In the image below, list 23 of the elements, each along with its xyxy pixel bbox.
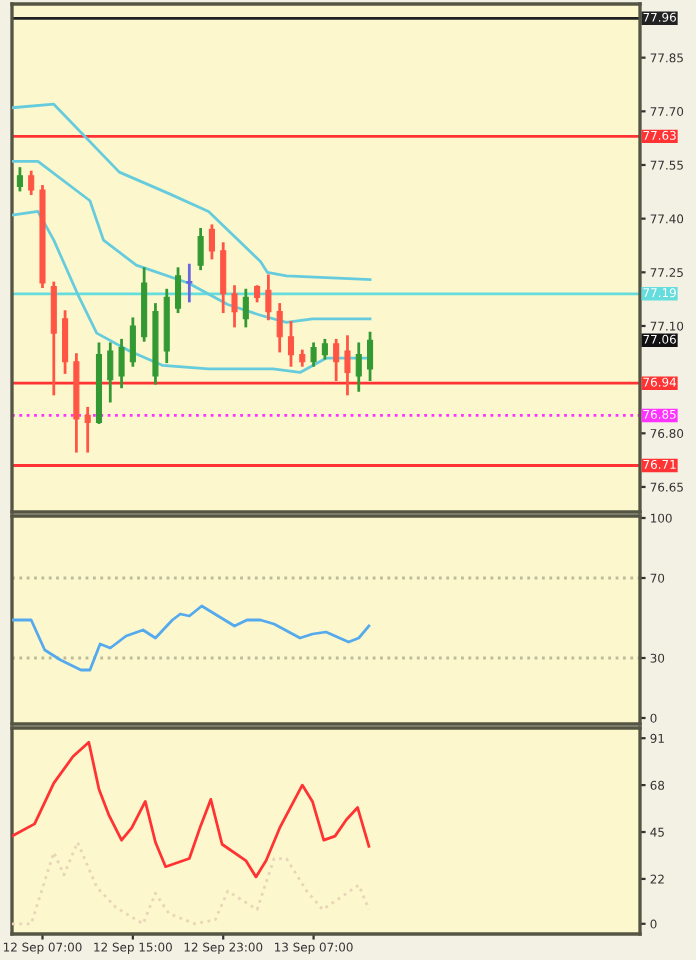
candlestick [107,342,114,403]
candlestick [220,242,227,314]
candlestick [208,224,215,260]
candlestick [265,274,272,321]
candlestick [16,167,23,192]
candlestick [50,281,57,396]
candlestick [276,303,283,353]
candlestick [367,331,374,382]
candlestick [28,170,35,195]
candlestick [174,267,182,314]
candlestick [62,310,69,374]
candlestick [287,321,295,367]
candlestick [197,227,204,271]
candlestick [231,285,238,328]
candlestick [118,338,125,389]
candlestick [333,338,340,382]
candlestick [84,406,91,453]
candlestick [344,335,351,396]
candlestick [310,342,317,367]
candlestick [242,288,249,328]
candlestick [186,263,193,303]
candlestick [355,342,362,392]
candlestick [129,317,136,367]
